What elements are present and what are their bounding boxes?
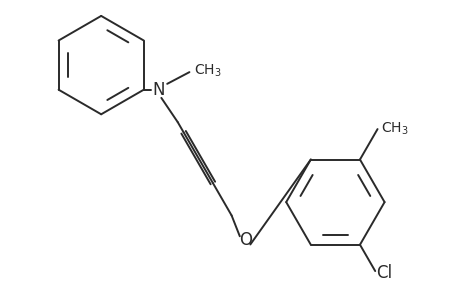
Text: Cl: Cl	[375, 264, 392, 282]
Text: N: N	[152, 81, 165, 99]
Text: CH$_3$: CH$_3$	[380, 121, 408, 137]
Text: O: O	[239, 231, 252, 249]
Text: CH$_3$: CH$_3$	[194, 63, 221, 79]
